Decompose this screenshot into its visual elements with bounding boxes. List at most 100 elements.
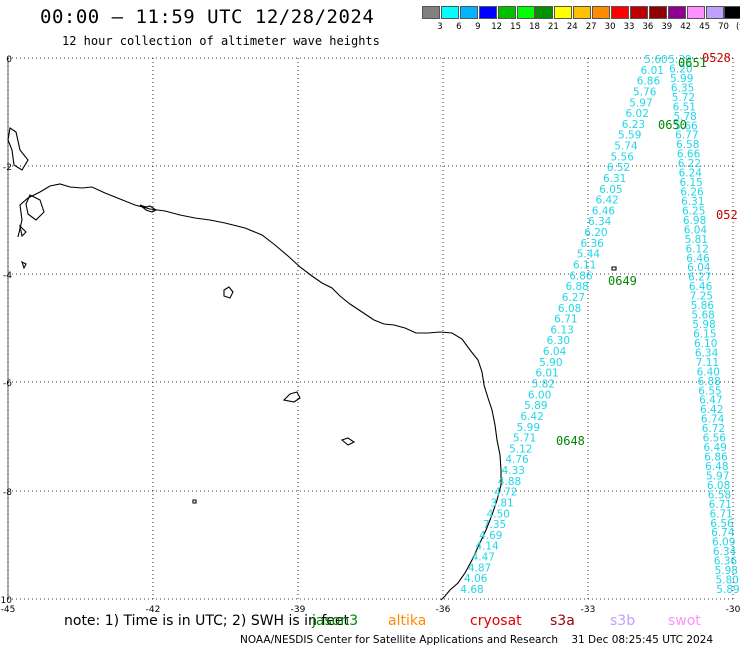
track-b-value: 6.34 [713, 546, 737, 558]
track-b-value: 6.71 [709, 508, 732, 520]
legend-label: 21 [547, 22, 559, 32]
track-a-value: 6.00 [528, 389, 551, 401]
track-a-value: 6.42 [520, 411, 543, 423]
track-a-value: 5.60 [644, 54, 667, 66]
track-b-value: 6.71 [709, 499, 732, 511]
y-tick-label: 0 [6, 55, 12, 65]
track-b-value: 6.74 [701, 414, 725, 426]
track-b-value: 6.88 [697, 376, 720, 388]
island-small [192, 499, 197, 504]
legend-swatch [535, 6, 554, 19]
legend-swatch [440, 6, 459, 19]
track-a-value: 4.87 [468, 562, 491, 574]
track-b-value: 6.56 [703, 433, 727, 445]
axis-ticks: -45 -42 -39 -36 -33 -30 0 -2 -4 -6 -8 -10 [0, 55, 740, 615]
track-a-value: 6.31 [603, 173, 626, 185]
pass-time-label: 0649 [608, 274, 637, 288]
track-a-value: 5.97 [629, 97, 652, 109]
island-atoll [282, 391, 301, 403]
legend-label: 39 [661, 22, 673, 32]
track-a-value: 7.35 [483, 519, 506, 531]
track-a-value: 5.82 [532, 378, 555, 390]
track-a-value: 6.05 [599, 184, 622, 196]
track-b-value: 6.24 [679, 168, 703, 180]
track-a-value: 4.06 [464, 573, 488, 585]
coast-bay-detail [139, 204, 158, 213]
track-a-value: 6.46 [592, 205, 616, 217]
satellite-legend-altika: altika [388, 613, 427, 629]
track-a-value: 4.69 [479, 530, 502, 542]
track-a-value: 5.59 [618, 130, 641, 142]
track-a-value: 6.01 [535, 368, 558, 380]
x-tick-label: -36 [436, 605, 451, 615]
track-a-value: 6.52 [607, 162, 630, 174]
track-b-value: 6.22 [678, 158, 701, 170]
x-tick-label: -30 [726, 605, 740, 615]
track-b-value: 6.66 [677, 149, 701, 161]
track-a-value: 5.99 [517, 422, 540, 434]
x-tick-label: -39 [291, 605, 306, 615]
track-a-value: 6.01 [641, 65, 664, 77]
pass-time-label: 0651 [678, 56, 707, 70]
track-b-value: 6.86 [704, 452, 728, 464]
x-tick-label: -42 [146, 605, 161, 615]
track-a-value: 6.71 [554, 314, 577, 326]
track-b-value: 6.48 [705, 461, 728, 473]
island-fernando [223, 286, 234, 299]
track-a-value: 4.88 [498, 476, 521, 488]
track-a-value: 5.12 [509, 443, 532, 455]
track-b-value: 6.04 [687, 262, 711, 274]
track-a-value: 5.89 [524, 400, 547, 412]
footer-credit: NOAA/NESDIS Center for Satellite Applica… [240, 634, 714, 646]
track-b-value: 5.66 [674, 120, 698, 132]
satellite-legend-s3a: s3a [550, 613, 575, 629]
island-small [21, 260, 27, 270]
track-a-value: 5.56 [611, 151, 635, 163]
track-a-value: 6.27 [562, 292, 585, 304]
legend-swatch [422, 6, 440, 19]
note-text: note: 1) Time is in UTC; 2) SWH is in fe… [64, 613, 350, 629]
track-a-value: 6.88 [565, 281, 588, 293]
track-b-value: 6.98 [683, 215, 706, 227]
track-b-value: 5.68 [691, 310, 714, 322]
brazil-coastline [17, 183, 502, 601]
legend-swatch [629, 6, 648, 19]
track-a-value: 4.72 [494, 487, 517, 499]
track-b-value: 5.39 [668, 54, 691, 66]
track-b-value: 6.49 [703, 442, 726, 454]
track-b-value: 6.36 [714, 556, 738, 568]
track-a-value: 6.11 [573, 260, 596, 272]
track-b-value: 5.72 [672, 92, 695, 104]
legend-swatch [705, 6, 724, 19]
track-a-value: 4.76 [505, 454, 529, 466]
track-b-value: 5.97 [706, 470, 729, 482]
satellite-legend-s3b: s3b [610, 613, 636, 629]
track-a-value: 6.34 [588, 216, 612, 228]
track-a-value: 5.71 [513, 433, 536, 445]
track-a-value: 5.90 [539, 357, 562, 369]
legend-swatch [686, 6, 705, 19]
track-b-value: 6.31 [681, 196, 704, 208]
track-b-value: 6.15 [679, 177, 702, 189]
track-a-value: 3.81 [490, 497, 513, 509]
legend-label: 33 [623, 22, 635, 32]
track-b-value: 6.26 [680, 187, 704, 199]
track-b-value: 6.42 [700, 404, 723, 416]
track-b-value: 6.08 [707, 480, 730, 492]
track-b-value: 6.25 [682, 205, 705, 217]
track-a-value: 6.08 [558, 303, 581, 315]
pass-time-label: 0650 [658, 118, 687, 132]
track-a-value: 6.23 [622, 119, 645, 131]
y-tick-label: -10 [0, 596, 12, 606]
track-a-value: 6.13 [550, 324, 573, 336]
legend-swatch [554, 6, 573, 19]
legend-label: 12 [491, 22, 503, 32]
track-a-value: 6.42 [595, 195, 618, 207]
track-b-value: 6.74 [711, 527, 735, 539]
legend-swatch [592, 6, 611, 19]
legend-label: 9 [475, 22, 481, 32]
amazon-delta-fragment [19, 224, 27, 238]
track-b-value: 6.58 [676, 139, 699, 151]
track-a-value: 5.44 [577, 249, 601, 261]
track-b-value: 6.46 [686, 253, 710, 265]
